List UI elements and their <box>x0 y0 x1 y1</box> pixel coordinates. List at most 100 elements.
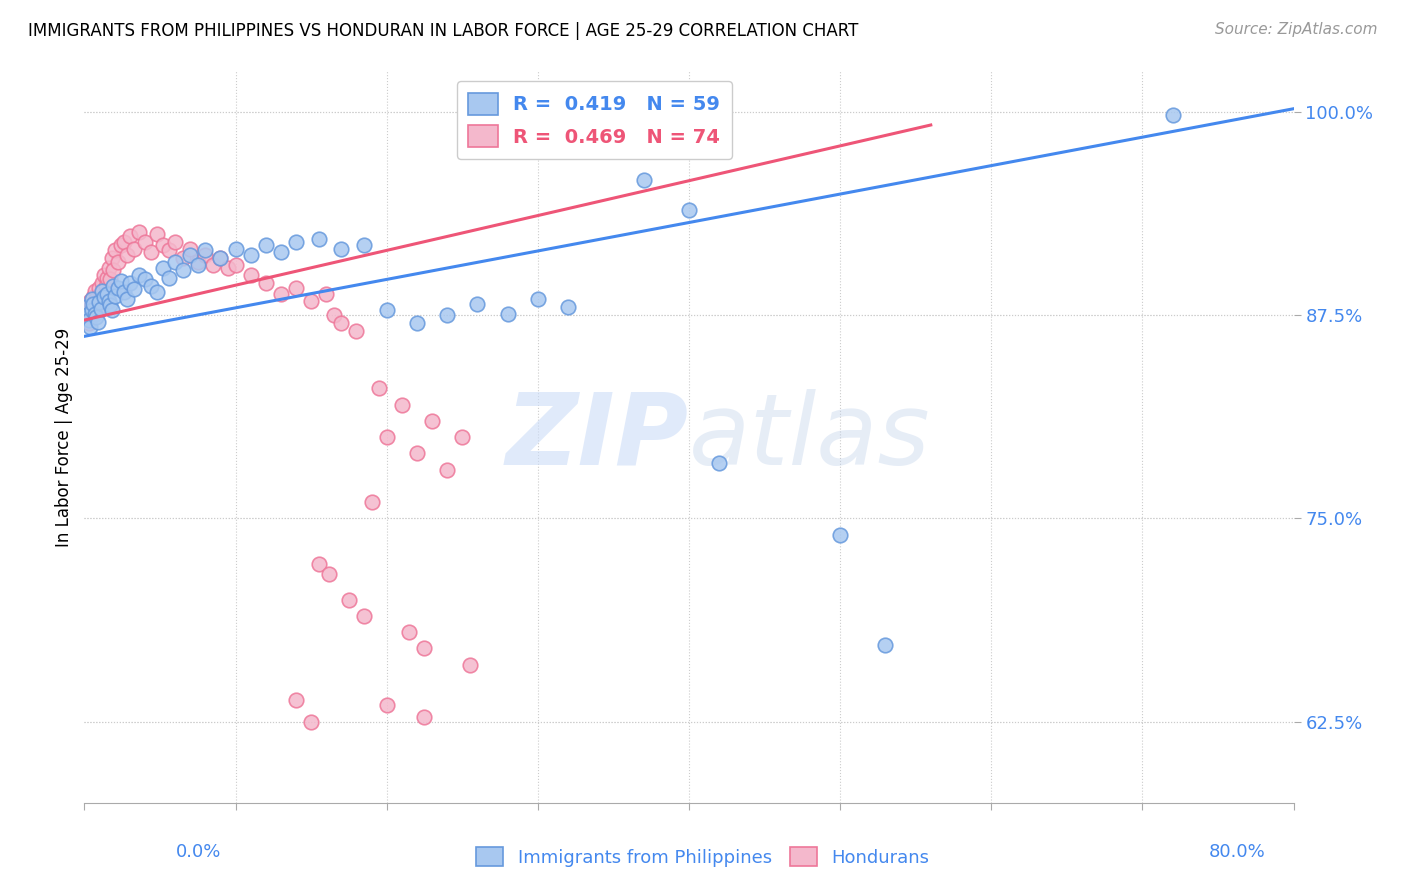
Text: 80.0%: 80.0% <box>1209 843 1265 861</box>
Point <box>118 228 141 243</box>
Point <box>330 242 353 256</box>
Point <box>122 282 145 296</box>
Point <box>209 252 232 266</box>
Point <box>239 268 262 282</box>
Point <box>134 272 156 286</box>
Text: Source: ZipAtlas.com: Source: ZipAtlas.com <box>1215 22 1378 37</box>
Point <box>201 258 224 272</box>
Point <box>194 243 217 257</box>
Point <box>98 272 121 286</box>
Point <box>82 297 104 311</box>
Point <box>285 693 308 707</box>
Point <box>112 235 135 249</box>
Point <box>1161 108 1184 122</box>
Point <box>285 280 308 294</box>
Point <box>104 288 127 302</box>
Y-axis label: In Labor Force | Age 25-29: In Labor Force | Age 25-29 <box>55 327 73 547</box>
Point <box>299 293 322 308</box>
Point <box>496 307 519 321</box>
Point <box>194 248 217 262</box>
Text: atlas: atlas <box>689 389 931 485</box>
Point <box>165 235 187 249</box>
Point <box>436 308 458 322</box>
Point <box>128 268 150 282</box>
Point <box>152 238 174 252</box>
Point <box>391 398 413 412</box>
Point <box>179 248 201 262</box>
Point <box>87 315 110 329</box>
Point <box>110 274 132 288</box>
Point <box>122 242 145 256</box>
Point <box>115 248 138 262</box>
Point <box>239 248 262 262</box>
Point <box>375 303 398 318</box>
Point <box>318 566 340 581</box>
Point <box>77 316 100 330</box>
Point <box>79 319 101 334</box>
Point <box>96 287 118 301</box>
Point <box>118 276 141 290</box>
Point <box>80 307 103 321</box>
Point <box>75 300 97 314</box>
Point <box>146 227 169 241</box>
Point <box>187 258 209 272</box>
Point <box>315 287 337 301</box>
Point <box>179 242 201 256</box>
Point <box>375 698 398 713</box>
Point <box>308 232 330 246</box>
Point <box>217 260 239 275</box>
Point <box>830 527 852 541</box>
Point <box>139 244 162 259</box>
Point <box>322 308 344 322</box>
Point <box>187 254 209 268</box>
Point <box>94 279 117 293</box>
Point <box>115 292 138 306</box>
Point <box>209 252 232 266</box>
Point <box>91 284 114 298</box>
Point <box>79 293 101 308</box>
Point <box>97 293 120 308</box>
Point <box>368 381 391 395</box>
Point <box>90 288 112 302</box>
Point <box>353 608 375 623</box>
Point <box>139 279 162 293</box>
Point <box>360 495 382 509</box>
Point <box>107 254 129 268</box>
Point <box>406 316 429 330</box>
Point <box>406 446 429 460</box>
Point <box>157 270 180 285</box>
Point <box>308 557 330 571</box>
Point <box>157 243 180 257</box>
Point <box>84 284 107 298</box>
Point <box>285 235 308 249</box>
Point <box>91 276 114 290</box>
Point <box>436 462 458 476</box>
Point <box>458 657 481 672</box>
Point <box>80 303 103 318</box>
Point <box>330 316 353 330</box>
Point <box>80 297 103 311</box>
Point <box>82 300 104 314</box>
Point <box>76 308 98 322</box>
Point <box>89 295 111 310</box>
Legend: Immigrants from Philippines, Hondurans: Immigrants from Philippines, Hondurans <box>470 840 936 874</box>
Point <box>104 243 127 257</box>
Text: ZIP: ZIP <box>506 389 689 485</box>
Point <box>107 280 129 294</box>
Point <box>254 276 277 290</box>
Point <box>172 262 194 277</box>
Point <box>93 290 115 304</box>
Point <box>134 235 156 249</box>
Point <box>299 714 322 729</box>
Point <box>678 202 700 217</box>
Point <box>420 414 443 428</box>
Point <box>337 592 360 607</box>
Point <box>90 301 112 316</box>
Point <box>254 238 277 252</box>
Point <box>709 456 731 470</box>
Point <box>80 292 103 306</box>
Point <box>79 303 101 318</box>
Text: IMMIGRANTS FROM PHILIPPINES VS HONDURAN IN LABOR FORCE | AGE 25-29 CORRELATION C: IMMIGRANTS FROM PHILIPPINES VS HONDURAN … <box>28 22 859 40</box>
Point <box>87 301 110 316</box>
Point <box>146 285 169 300</box>
